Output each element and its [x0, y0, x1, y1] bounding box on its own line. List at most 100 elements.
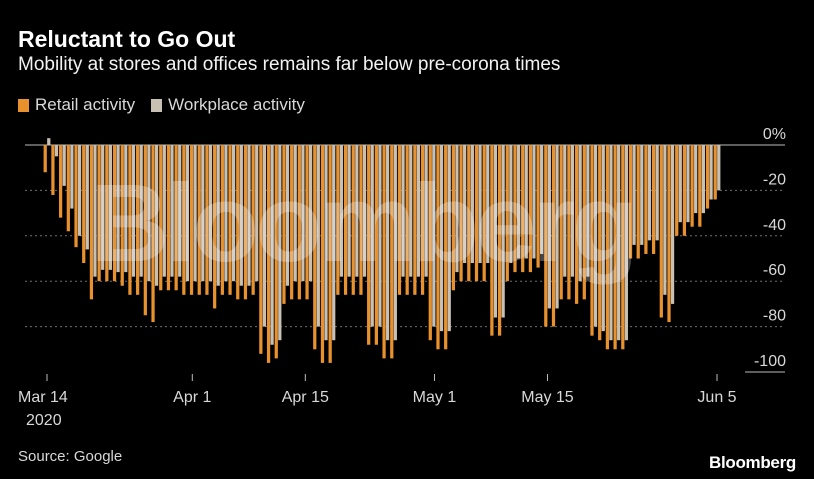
bar-workplace — [632, 145, 636, 245]
bar-retail — [328, 145, 332, 363]
bar-retail — [320, 145, 325, 363]
x-tick-label: May 15 — [521, 389, 574, 406]
bar-workplace — [131, 145, 136, 277]
bar-retail — [436, 145, 440, 350]
bar-retail — [590, 145, 594, 336]
legend-label-retail: Retail activity — [35, 95, 136, 114]
bar-retail — [667, 145, 671, 323]
bar-workplace — [154, 145, 159, 286]
bar-retail — [551, 145, 556, 327]
x-tick-label: Apr 15 — [282, 389, 329, 406]
bar-workplace — [647, 145, 652, 241]
bar-retail — [74, 145, 78, 248]
bar-workplace — [347, 145, 351, 277]
bar-workplace — [447, 145, 451, 332]
bar-retail — [43, 145, 47, 173]
bar-workplace — [62, 145, 66, 186]
bar-workplace — [247, 145, 251, 286]
bar-workplace — [108, 145, 113, 270]
bar-workplace — [709, 145, 713, 200]
bar-retail — [544, 145, 548, 327]
bar-workplace — [77, 145, 82, 236]
bar-retail — [89, 145, 94, 300]
bar-workplace — [570, 145, 575, 277]
bar-workplace — [586, 145, 590, 277]
bar-retail — [136, 145, 140, 295]
legend-item-workplace: Workplace activity — [151, 95, 305, 115]
bar-workplace — [640, 145, 644, 245]
bar-workplace — [262, 145, 267, 327]
bar-workplace — [231, 145, 236, 282]
chart-bars — [43, 138, 721, 363]
bar-workplace — [501, 145, 505, 318]
bar-retail — [182, 145, 186, 295]
bar-workplace — [147, 145, 151, 282]
bar-workplace — [555, 145, 559, 309]
bar-retail — [644, 145, 648, 254]
bar-retail — [605, 145, 610, 350]
bar-retail — [112, 145, 117, 282]
bar-workplace — [70, 145, 74, 209]
bar-workplace — [224, 145, 228, 282]
bar-retail — [451, 145, 455, 291]
bar-workplace — [717, 145, 721, 191]
bar-workplace — [193, 145, 197, 282]
bar-retail — [205, 145, 209, 295]
bar-retail — [151, 145, 155, 323]
bar-retail — [675, 145, 679, 236]
bar-retail — [143, 145, 147, 316]
bar-workplace — [493, 145, 498, 318]
bar-retail — [497, 145, 502, 336]
bar-retail — [428, 145, 432, 341]
bar-retail — [359, 145, 363, 295]
bar-retail — [598, 145, 602, 341]
bar-workplace — [301, 145, 305, 282]
bar-workplace — [370, 145, 374, 327]
bar-retail — [567, 145, 571, 300]
bar-retail — [621, 145, 625, 350]
bar-workplace — [678, 145, 682, 223]
bar-retail — [713, 145, 717, 200]
bar-retail — [582, 145, 586, 300]
bar-retail — [521, 145, 525, 273]
bar-retail — [313, 145, 317, 350]
bar-retail — [636, 145, 640, 259]
bar-workplace — [208, 145, 213, 282]
bar-workplace — [185, 145, 190, 282]
bar-workplace — [124, 145, 128, 273]
bar-retail — [659, 145, 663, 318]
bar-workplace — [324, 145, 328, 341]
x-axis: Mar 14 2020 Apr 1 Apr 15 May 1 May 15 Jun 5 — [18, 374, 737, 429]
bar-retail — [228, 145, 232, 295]
bar-retail — [213, 145, 217, 309]
bar-workplace — [378, 145, 382, 327]
y-tick-label: -100 — [754, 353, 786, 370]
bar-retail — [343, 145, 348, 295]
bar-workplace — [270, 145, 274, 345]
bar-workplace — [470, 145, 474, 264]
legend-swatch-workplace — [151, 98, 163, 112]
bar-retail — [159, 145, 163, 291]
bar-workplace — [686, 145, 690, 223]
bar-retail — [105, 145, 109, 282]
bar-retail — [367, 145, 371, 345]
bar-workplace — [655, 145, 659, 241]
bar-workplace — [101, 145, 105, 270]
bar-retail — [236, 145, 240, 300]
bar-retail — [559, 145, 563, 300]
bar-retail — [405, 145, 409, 295]
bar-workplace — [478, 145, 482, 264]
bloomberg-logo: Bloomberg — [708, 453, 796, 472]
bar-retail — [382, 145, 386, 359]
bar-workplace — [362, 145, 367, 277]
bar-retail — [274, 145, 278, 359]
bar-workplace — [578, 145, 582, 282]
bar-retail — [251, 145, 255, 295]
bar-workplace — [663, 145, 667, 295]
y-axis: 0% -20 -40 -60 -80 -100 — [754, 126, 786, 370]
bar-workplace — [609, 145, 613, 341]
bar-retail — [305, 145, 309, 300]
bar-retail — [290, 145, 294, 300]
bar-retail — [444, 145, 448, 350]
bar-retail — [297, 145, 301, 300]
